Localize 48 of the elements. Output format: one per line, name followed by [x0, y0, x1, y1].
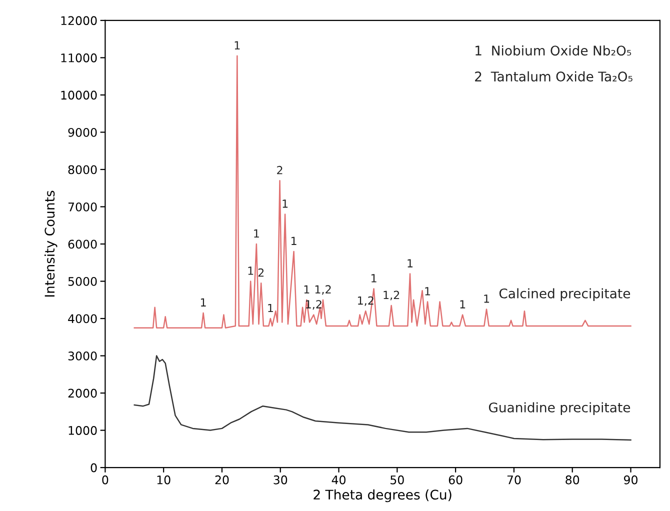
annotation: 2 — [258, 268, 264, 277]
annotation: 1 — [304, 285, 310, 294]
annotation: 1,2 — [384, 290, 400, 300]
x-tick-label: 60 — [448, 475, 462, 484]
annotation: 1 — [460, 300, 466, 308]
annotation: 1 — [268, 304, 273, 312]
annotation: 1 — [200, 298, 206, 306]
annotation: 1,2 — [315, 285, 331, 295]
y-axis-title: Intensity Counts — [44, 190, 58, 297]
annotation: 1 — [371, 274, 376, 282]
y-tick-label: 1000 — [68, 426, 97, 435]
line-series — [134, 355, 632, 441]
y-tick-label: 8000 — [68, 165, 97, 174]
annotation: 1 — [254, 229, 259, 238]
x-tick-label: 20 — [215, 475, 229, 484]
x-tick-label: 70 — [507, 475, 521, 484]
y-tick-label: 5000 — [68, 276, 97, 286]
x-tick-label: 90 — [624, 475, 638, 484]
y-tick-label: 2000 — [68, 388, 97, 398]
y-tick-label: 4000 — [68, 314, 97, 324]
y-tick-label: 9000 — [68, 128, 97, 137]
annotation: 1 — [282, 200, 288, 208]
annotation: 1 — [248, 266, 254, 275]
y-tick-label: 7000 — [68, 202, 97, 212]
annotation: 1 — [291, 236, 296, 245]
x-tick-label: 30 — [274, 475, 288, 484]
annotation: 1 — [484, 294, 490, 303]
series-label: Calcined precipitate — [499, 288, 630, 301]
y-tick-label: 12000 — [61, 16, 97, 26]
x-tick-label: 10 — [157, 475, 170, 484]
annotation: 1 — [408, 259, 413, 268]
y-tick-label: 6000 — [68, 240, 97, 249]
y-tick-label: 0 — [90, 463, 97, 472]
x-tick-label: 0 — [102, 475, 108, 484]
x-axis-title: 2 Theta degrees (Cu) — [314, 489, 452, 502]
annotation: 1 — [234, 41, 240, 50]
annotation: 1 — [425, 287, 430, 296]
annotation: 2 — [277, 166, 282, 174]
y-tick-label: 3000 — [68, 352, 97, 360]
line-series — [134, 55, 632, 328]
y-tick-label: 10000 — [61, 90, 97, 100]
x-tick-label: 50 — [390, 475, 404, 484]
annotation: 2 Tantalum Oxide Ta₂O₅ — [475, 71, 632, 82]
x-tick-label: 80 — [566, 475, 580, 484]
y-tick-label: 11000 — [61, 53, 97, 62]
x-tick-label: 40 — [332, 475, 346, 484]
annotation: 1 Niobium Oxide Nb₂O₅ — [476, 45, 632, 56]
series-label: Guanidine precipitate — [488, 402, 630, 415]
